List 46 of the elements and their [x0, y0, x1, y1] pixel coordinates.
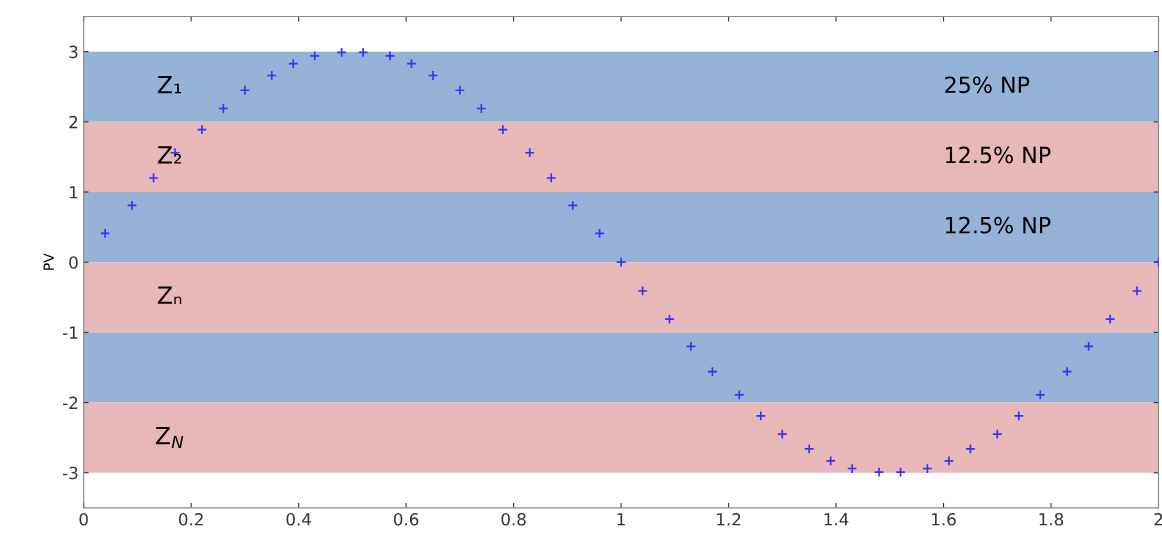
point [1131, 285, 1143, 297]
point [309, 50, 320, 62]
band-label: Z₂ [157, 146, 181, 164]
y-axis-title: PV [43, 253, 54, 270]
point [615, 256, 627, 268]
annotation: 12.5% NP [945, 216, 1051, 234]
point [1035, 389, 1046, 401]
point [777, 428, 788, 440]
point [873, 466, 885, 478]
x-tick-label: 1.8 [1039, 513, 1064, 526]
point [524, 147, 535, 158]
point [454, 85, 466, 96]
point [1061, 366, 1073, 377]
x-tick-label: 0.4 [286, 513, 311, 526]
band-label: Z$_{N}$ [155, 426, 184, 449]
point [803, 443, 815, 455]
x-tick-label: 0 [79, 513, 88, 526]
point [1013, 410, 1025, 422]
x-tick-label: 0.6 [393, 513, 419, 526]
x-tick-label: 0.8 [501, 513, 526, 526]
x-tick-label: 2 [1154, 513, 1162, 526]
x-tick-label: 1.2 [717, 513, 741, 526]
y-tick-label: 0 [69, 256, 78, 269]
y-tick-label: -1 [63, 326, 78, 339]
x-tick-label: 0.2 [179, 513, 203, 526]
band-label: Zₙ [157, 286, 182, 304]
point [825, 455, 836, 467]
x-tick-label: 1 [617, 513, 625, 526]
point [943, 455, 955, 467]
annotation: 12.5% NP [945, 146, 1051, 164]
y-tick-label: 1 [70, 186, 78, 199]
y-tick-label: 3 [69, 45, 78, 59]
band-label: Z₁ [157, 76, 182, 94]
y-tick-label: -3 [63, 466, 78, 480]
x-tick-label: 1.6 [932, 513, 956, 526]
y-tick-label: 2 [69, 115, 78, 129]
annotation: 25% NP [945, 76, 1030, 94]
point [734, 389, 745, 401]
point [545, 172, 557, 184]
point [755, 410, 767, 422]
point [1104, 313, 1116, 325]
x-tick-label: 1.4 [824, 513, 849, 526]
point [239, 85, 251, 96]
y-tick-label: -2 [63, 396, 78, 409]
point [992, 428, 1003, 440]
point [384, 50, 396, 62]
